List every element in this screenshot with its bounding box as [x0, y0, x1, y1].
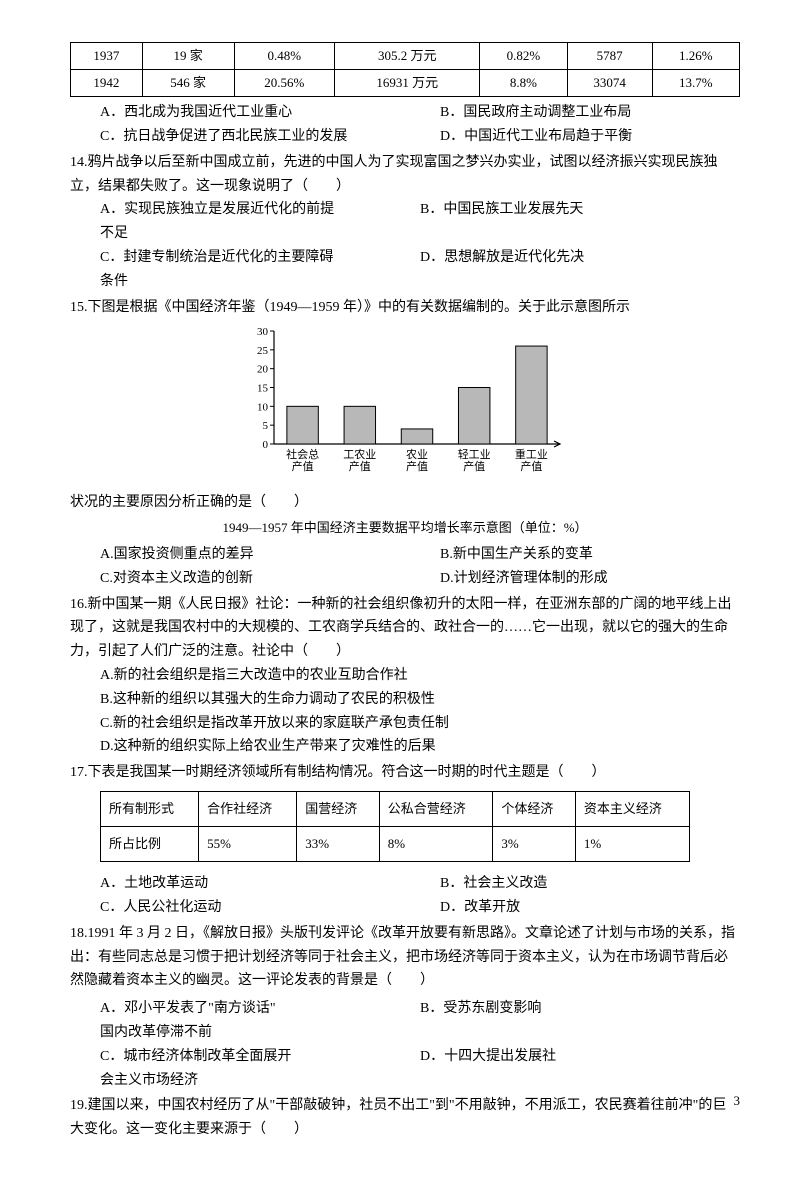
svg-text:产值: 产值	[520, 459, 542, 473]
option-b: B.这种新的组织以其强大的生命力调动了农民的积极性	[100, 688, 740, 712]
q15-stem2: 状况的主要原因分析正确的是（ ）	[70, 491, 740, 515]
q19-stem: 19.建国以来，中国农村经历了从"干部敲破钟，社员不出工"到"不用敲钟，不用派工…	[70, 1094, 740, 1142]
option-c: C．封建专制统治是近代化的主要障碍	[100, 246, 420, 270]
cell: 3%	[493, 827, 576, 862]
table-row: 所占比例 55% 33% 8% 3% 1%	[101, 827, 690, 862]
cell: 33%	[297, 827, 380, 862]
svg-text:0: 0	[263, 439, 269, 451]
option-a: A.国家投资侧重点的差异	[100, 543, 400, 567]
option-b: B.新中国生产关系的变革	[440, 543, 740, 567]
ownership-table: 所有制形式 合作社经济 国营经济 公私合营经济 个体经济 资本主义经济 所占比例…	[100, 791, 690, 862]
option-b: B．社会主义改造	[440, 872, 740, 896]
q13-options: A．西北成为我国近代工业重心 B．国民政府主动调整工业布局 C．抗日战争促进了西…	[70, 101, 740, 149]
q14: 14.鸦片战争以后至新中国成立前，先进的中国人为了实现富国之梦兴办实业，试图以经…	[70, 151, 740, 294]
svg-text:30: 30	[257, 326, 269, 338]
cell: 1%	[575, 827, 689, 862]
svg-text:农业: 农业	[406, 447, 428, 461]
cell: 公私合营经济	[379, 792, 493, 827]
cell: 1937	[71, 43, 143, 70]
cell: 305.2 万元	[335, 43, 480, 70]
cell: 1.26%	[652, 43, 739, 70]
cell: 国营经济	[297, 792, 380, 827]
table-row: 所有制形式 合作社经济 国营经济 公私合营经济 个体经济 资本主义经济	[101, 792, 690, 827]
cell: 所有制形式	[101, 792, 199, 827]
chart-caption: 1949—1957 年中国经济主要数据平均增长率示意图（单位：%）	[70, 517, 740, 539]
option-c: C．人民公社化运动	[100, 896, 400, 920]
q14-stem: 14.鸦片战争以后至新中国成立前，先进的中国人为了实现富国之梦兴办实业，试图以经…	[70, 151, 740, 199]
cell: 19 家	[142, 43, 234, 70]
cell: 546 家	[142, 70, 234, 97]
option-a: A．实现民族独立是发展近代化的前提	[100, 198, 420, 222]
q19: 19.建国以来，中国农村经历了从"干部敲破钟，社员不出工"到"不用敲钟，不用派工…	[70, 1094, 740, 1142]
q16: 16.新中国某一期《人民日报》社论：一种新的社会组织像初升的太阳一样，在亚洲东部…	[70, 593, 740, 760]
svg-text:25: 25	[257, 345, 269, 357]
svg-text:产值: 产值	[463, 459, 485, 473]
cell: 合作社经济	[199, 792, 297, 827]
option-b: B．国民政府主动调整工业布局	[440, 101, 740, 125]
q16-stem: 16.新中国某一期《人民日报》社论：一种新的社会组织像初升的太阳一样，在亚洲东部…	[70, 593, 740, 664]
bar-chart: 051015202530社会总产值工农业产值农业产值轻工业产值重工业产值	[70, 323, 740, 487]
svg-text:10: 10	[257, 402, 269, 414]
svg-text:重工业: 重工业	[515, 447, 548, 461]
option-d-cont: 会主义市场经济	[70, 1069, 740, 1093]
option-a: A．邓小平发表了"南方谈话"	[100, 997, 420, 1021]
top-data-table: 1937 19 家 0.48% 305.2 万元 0.82% 5787 1.26…	[70, 42, 740, 97]
option-d: D．改革开放	[440, 896, 740, 920]
q17: 17.下表是我国某一时期经济领域所有制结构情况。符合这一时期的时代主题是（ ） …	[70, 761, 740, 920]
table-row: 1937 19 家 0.48% 305.2 万元 0.82% 5787 1.26…	[71, 43, 740, 70]
option-b-cont: 国内改革停滞不前	[70, 1021, 740, 1045]
svg-text:社会总: 社会总	[286, 447, 319, 461]
cell: 5787	[567, 43, 652, 70]
option-c: C.对资本主义改造的创新	[100, 567, 400, 591]
cell: 20.56%	[234, 70, 335, 97]
svg-text:工农业: 工农业	[343, 447, 376, 461]
q15: 15.下图是根据《中国经济年鉴（1949—1959 年）》中的有关数据编制的。关…	[70, 296, 740, 591]
option-a: A．土地改革运动	[100, 872, 400, 896]
option-c: C．抗日战争促进了西北民族工业的发展	[100, 125, 400, 149]
option-b: B．受苏东剧变影响	[420, 997, 740, 1021]
cell: 13.7%	[652, 70, 739, 97]
cell: 所占比例	[101, 827, 199, 862]
option-d: D．十四大提出发展社	[420, 1045, 740, 1069]
q18: 18.1991 年 3 月 2 日，《解放日报》头版刊发评论《改革开放要有新思路…	[70, 922, 740, 1093]
cell: 55%	[199, 827, 297, 862]
cell: 个体经济	[493, 792, 576, 827]
option-a: A．西北成为我国近代工业重心	[100, 101, 400, 125]
page-number: 3	[734, 1090, 741, 1112]
option-d: D．中国近代工业布局趋于平衡	[440, 125, 740, 149]
svg-text:产值: 产值	[349, 459, 371, 473]
cell: 8.8%	[480, 70, 567, 97]
q18-stem: 18.1991 年 3 月 2 日，《解放日报》头版刊发评论《改革开放要有新思路…	[70, 922, 740, 993]
svg-text:产值: 产值	[292, 459, 314, 473]
cell: 16931 万元	[335, 70, 480, 97]
svg-text:5: 5	[263, 421, 269, 433]
option-d: D.计划经济管理体制的形成	[440, 567, 740, 591]
svg-text:15: 15	[257, 383, 269, 395]
option-d: D.这种新的组织实际上给农业生产带来了灾难性的后果	[100, 735, 740, 759]
option-c: C.新的社会组织是指改革开放以来的家庭联产承包责任制	[100, 712, 740, 736]
option-c: C．城市经济体制改革全面展开	[100, 1045, 420, 1069]
svg-text:轻工业: 轻工业	[458, 447, 491, 461]
option-a: A.新的社会组织是指三大改造中的农业互助合作社	[100, 664, 740, 688]
option-d: D．思想解放是近代化先决	[420, 246, 740, 270]
table-row: 1942 546 家 20.56% 16931 万元 8.8% 33074 13…	[71, 70, 740, 97]
svg-text:20: 20	[257, 364, 269, 376]
q15-stem: 15.下图是根据《中国经济年鉴（1949—1959 年）》中的有关数据编制的。关…	[70, 296, 740, 320]
cell: 8%	[379, 827, 493, 862]
cell: 33074	[567, 70, 652, 97]
cell: 0.82%	[480, 43, 567, 70]
cell: 0.48%	[234, 43, 335, 70]
option-d-cont: 条件	[70, 270, 740, 294]
option-b: B．中国民族工业发展先天	[420, 198, 740, 222]
svg-text:产值: 产值	[406, 459, 428, 473]
q17-stem: 17.下表是我国某一时期经济领域所有制结构情况。符合这一时期的时代主题是（ ）	[70, 761, 740, 785]
cell: 资本主义经济	[575, 792, 689, 827]
cell: 1942	[71, 70, 143, 97]
option-b-cont: 不足	[70, 222, 740, 246]
